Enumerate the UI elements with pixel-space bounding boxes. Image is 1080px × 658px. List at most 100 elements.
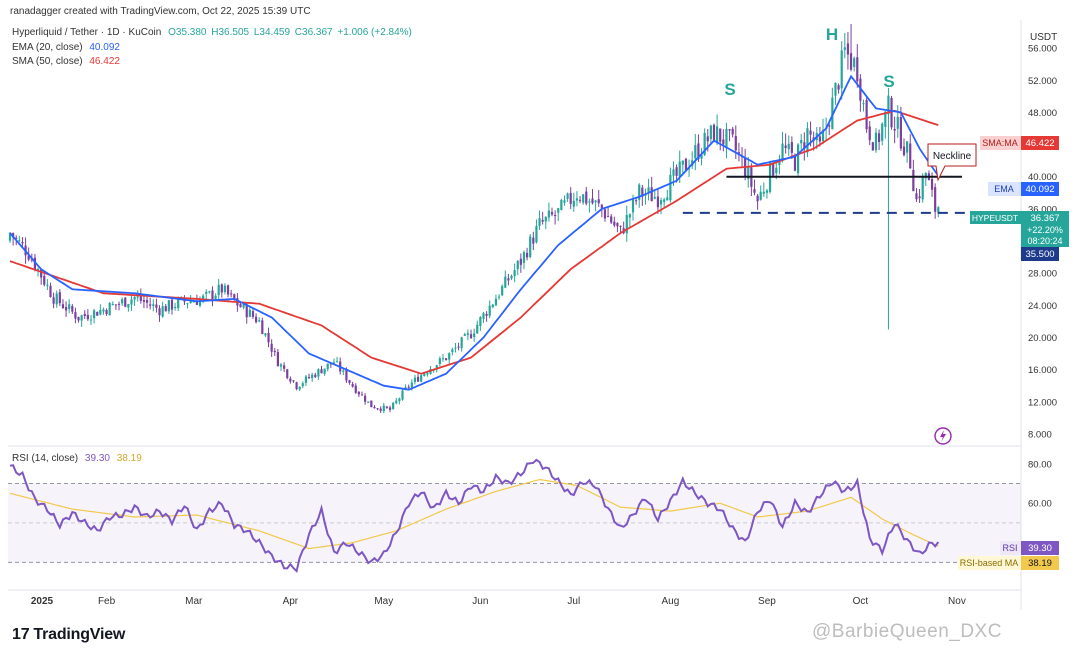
candle-body — [734, 136, 737, 151]
ema-legend[interactable]: EMA (20, close) 40.092 — [12, 42, 120, 53]
candle — [482, 311, 485, 323]
time-tick-label-1: Feb — [98, 596, 116, 607]
candle — [298, 386, 301, 392]
candle — [448, 352, 451, 364]
candle-body — [202, 295, 205, 299]
candle — [335, 356, 339, 363]
candle-body — [130, 299, 133, 305]
candle — [307, 373, 311, 380]
candle — [912, 159, 915, 192]
candle — [712, 123, 716, 143]
candle — [385, 406, 389, 409]
candle — [102, 307, 105, 315]
alert-icon[interactable] — [934, 427, 952, 445]
candle-body — [64, 307, 68, 311]
rsi-legend-label: RSI (14, close) — [12, 453, 79, 464]
candle — [862, 99, 865, 112]
sma-legend-value: 46.422 — [89, 56, 120, 67]
candle — [554, 210, 557, 225]
candle-body — [426, 372, 429, 375]
candle-body — [27, 255, 30, 260]
candle-body — [884, 111, 887, 127]
candle-body — [641, 187, 644, 197]
candle — [557, 207, 560, 221]
candle — [270, 339, 273, 357]
candle — [167, 299, 170, 314]
candle-body — [482, 313, 485, 319]
candle-body — [108, 303, 111, 316]
rsi-badge-value: 39.30 — [1028, 543, 1052, 554]
candle-body — [86, 314, 89, 320]
ema-badge-label: EMA — [994, 184, 1014, 194]
candle — [49, 282, 52, 298]
ema-badge: EMA 40.092 — [988, 182, 1059, 196]
neckline-callout[interactable]: Neckline — [927, 143, 977, 182]
candle-body — [205, 291, 208, 294]
sma-legend[interactable]: SMA (50, close) 46.422 — [12, 56, 120, 67]
candle-body — [550, 212, 554, 215]
candle-body — [267, 332, 270, 343]
candle-body — [364, 395, 367, 402]
candle — [585, 186, 588, 206]
candle-body — [494, 298, 498, 306]
candle — [744, 148, 747, 181]
candle — [96, 311, 99, 316]
candle-body — [71, 306, 74, 312]
candle-body — [177, 298, 180, 309]
candle — [781, 131, 784, 163]
candle-body — [877, 133, 881, 142]
candle-body — [460, 337, 463, 349]
candle — [750, 163, 753, 196]
candle-body — [52, 297, 55, 304]
candle-body — [413, 377, 417, 382]
candle — [550, 207, 554, 217]
rsi-ma-badge-value: 38.19 — [1028, 558, 1052, 569]
candle — [613, 216, 616, 228]
candle-body — [853, 58, 856, 67]
candle-body — [585, 191, 588, 204]
candle-body — [656, 196, 660, 208]
candle — [479, 316, 482, 332]
candle — [519, 253, 522, 273]
candle-body — [93, 310, 96, 319]
time-tick-label-10: Nov — [948, 596, 966, 607]
candle — [130, 295, 133, 311]
candle-body — [40, 269, 43, 278]
candle-body — [806, 128, 809, 153]
candle-body — [497, 296, 501, 298]
candle-body — [924, 172, 927, 179]
candle — [332, 358, 336, 365]
candle-body — [597, 199, 600, 204]
candle-body — [77, 316, 80, 321]
candle-body — [55, 293, 58, 305]
rsi-ma-badge: RSI-based MA 38.19 — [958, 556, 1059, 570]
ema-line — [9, 74, 940, 391]
candle — [924, 172, 927, 186]
candle — [488, 300, 491, 319]
candle — [286, 368, 289, 380]
open-value: O35.380 — [168, 27, 207, 38]
candle-body — [722, 139, 725, 145]
candle-body — [273, 350, 276, 352]
candle-body — [360, 394, 364, 396]
candle — [485, 311, 488, 322]
candle-body — [834, 82, 837, 96]
candle-body — [719, 128, 722, 142]
candle-body — [127, 304, 130, 308]
candle-body — [784, 145, 787, 148]
candle-body — [706, 136, 709, 142]
price-badge-label: HYPEUSDT — [972, 213, 1018, 223]
candle-body — [759, 191, 762, 200]
candle — [438, 356, 441, 367]
candle-body — [681, 160, 684, 165]
candle-body — [890, 97, 893, 128]
candle — [731, 127, 734, 138]
candle — [108, 301, 111, 316]
candle-body — [36, 268, 40, 271]
candle — [354, 383, 357, 394]
rsi-legend[interactable]: RSI (14, close) 39.30 38.19 — [12, 453, 142, 464]
candle-body — [473, 333, 476, 337]
tradingview-logo-icon: 17 — [12, 626, 30, 643]
candle — [541, 211, 544, 225]
